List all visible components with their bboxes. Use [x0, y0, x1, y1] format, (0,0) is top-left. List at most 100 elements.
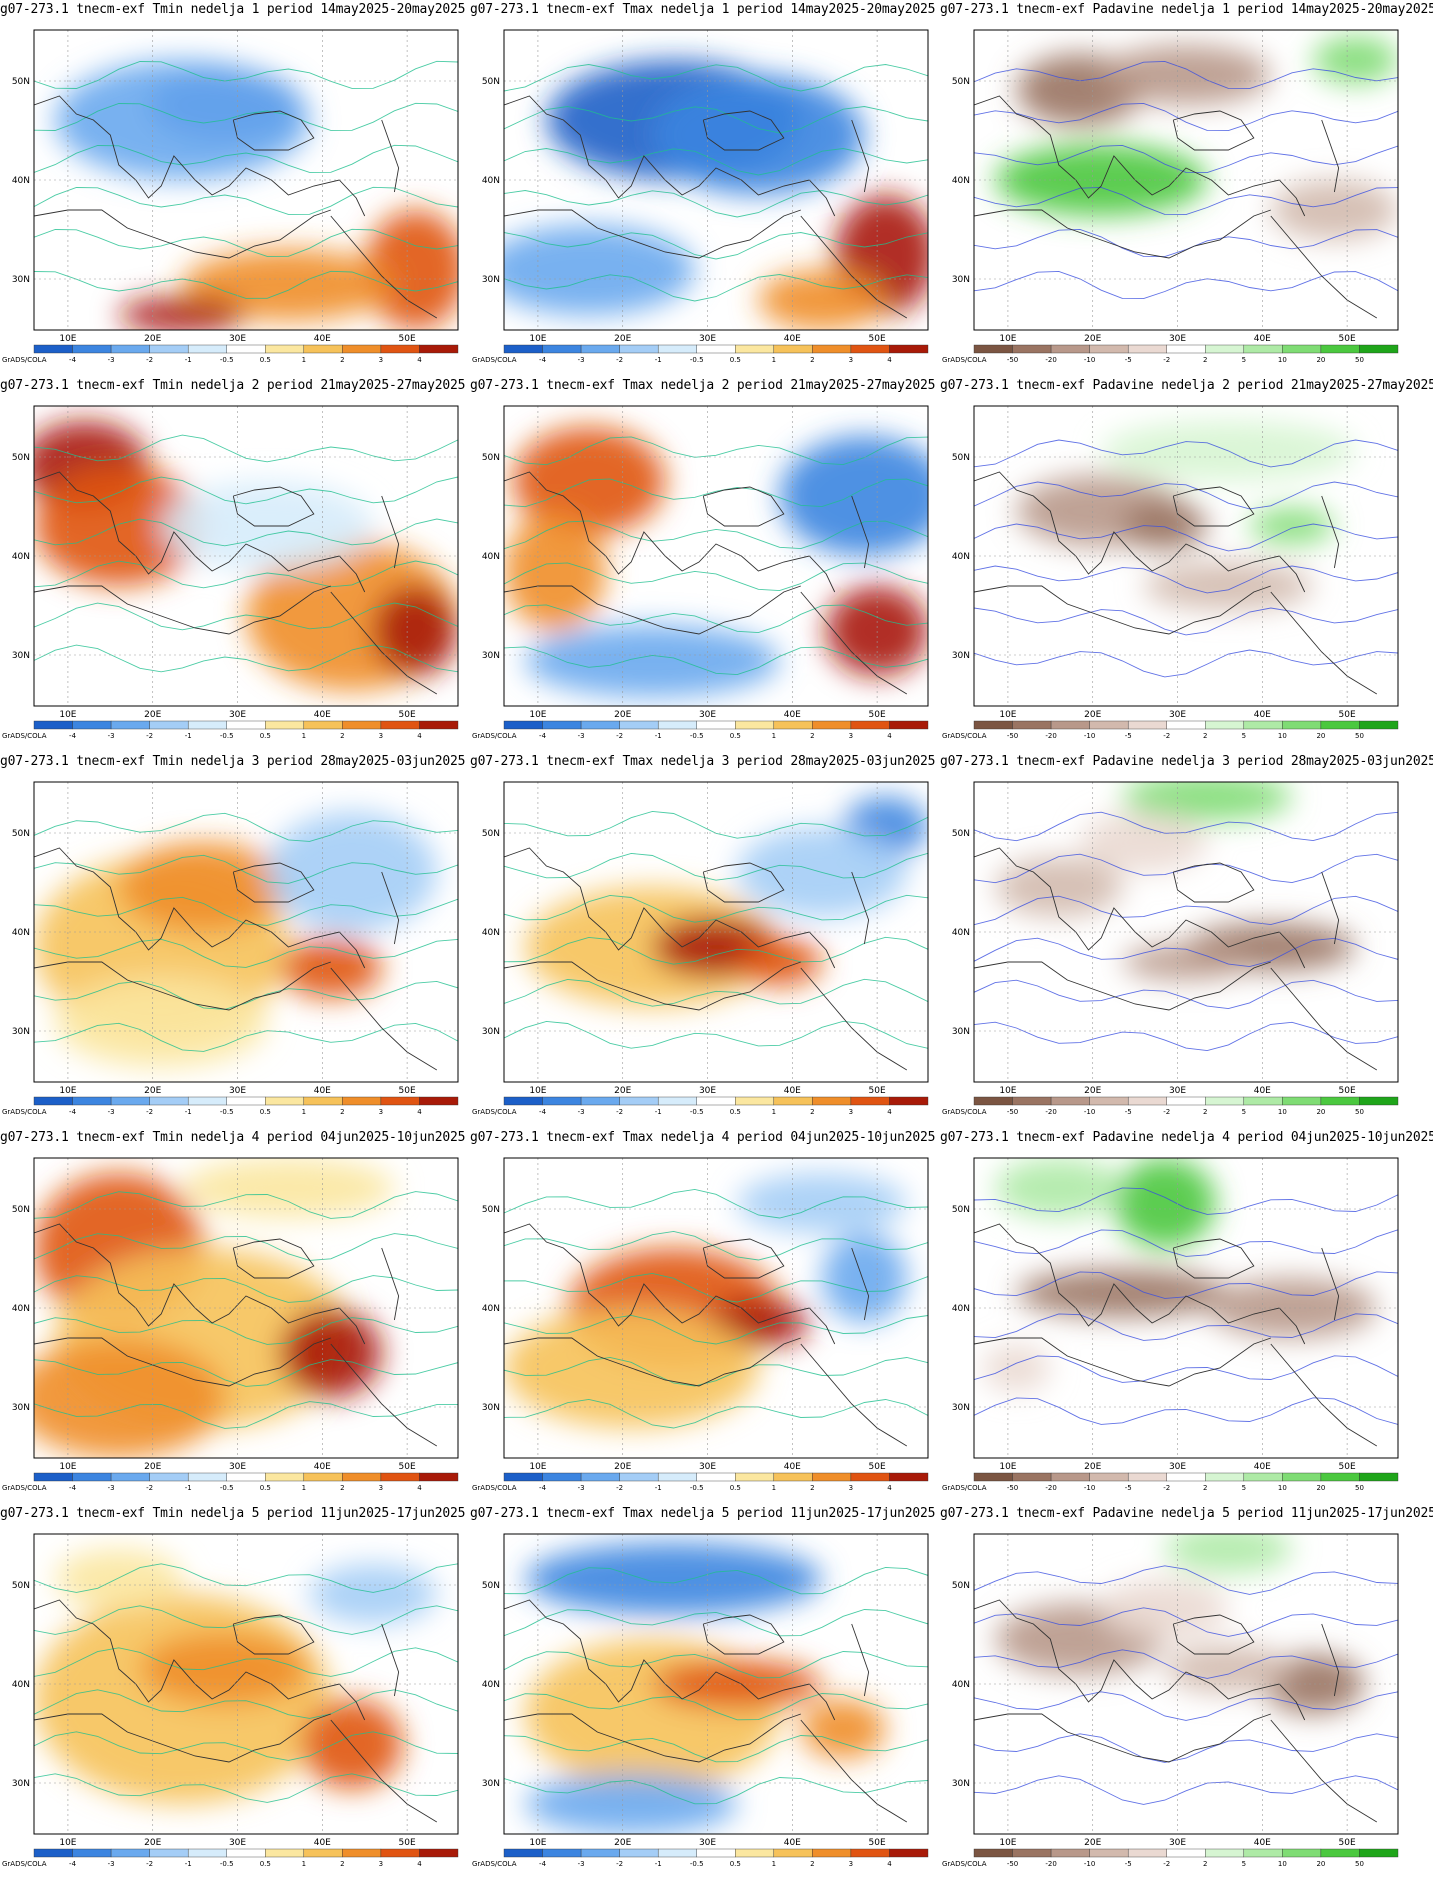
- map-panel: g07-273.1 tnecm-exf Padavine nedelja 4 p…: [940, 1128, 1433, 1504]
- contour-line: [504, 232, 928, 260]
- coastline: [851, 871, 870, 945]
- lon-label: 40E: [314, 710, 331, 720]
- lon-label: 40E: [784, 1462, 801, 1472]
- colorbar-label: 5: [1242, 732, 1246, 740]
- map-frame: [33, 1157, 459, 1459]
- lat-label: 40N: [952, 552, 970, 562]
- contour-line: [974, 649, 1398, 678]
- colorbar-label: -0.5: [690, 356, 704, 364]
- map-panel: g07-273.1 tnecm-exf Tmax nedelja 4 perio…: [470, 1128, 942, 1504]
- contour-line: [34, 60, 458, 89]
- coastline: [974, 209, 1271, 259]
- contour-line: [504, 1188, 928, 1219]
- colorbar-swatch: [265, 1096, 305, 1106]
- contour-line: [974, 439, 1398, 468]
- coastline: [1172, 110, 1255, 151]
- colorbar-swatch: [773, 720, 813, 730]
- coastline: [232, 862, 315, 903]
- colorbar-swatch: [342, 720, 382, 730]
- anomaly-blob: [1080, 812, 1208, 872]
- anomaly-blob: [995, 144, 1208, 216]
- colorbar-label: -1: [655, 356, 662, 364]
- colorbar-swatch: [1127, 1848, 1167, 1858]
- map-panel: g07-273.1 tnecm-exf Tmax nedelja 3 perio…: [470, 752, 942, 1128]
- lat-label: 50N: [12, 1581, 30, 1591]
- colorbar-swatch: [226, 1096, 266, 1106]
- colorbar-label: 2: [810, 356, 814, 364]
- colorbar-label: -1: [655, 732, 662, 740]
- anomaly-field: [974, 406, 1398, 706]
- colorbar-swatch: [110, 344, 150, 354]
- lon-label: 50E: [399, 1838, 416, 1848]
- coastline: [1321, 1623, 1340, 1697]
- coastline: [702, 1238, 785, 1279]
- lon-label: 50E: [869, 1838, 886, 1848]
- colorbar-label: -0.5: [220, 1860, 234, 1868]
- lat-label: 30N: [952, 275, 970, 285]
- contour-line: [34, 854, 458, 884]
- colorbar-swatch: [773, 1848, 813, 1858]
- colorbar-swatch: [619, 1848, 659, 1858]
- credit-label: GrADS/COLA: [942, 1108, 987, 1116]
- anomaly-map: 50N 40N 30N 10E 20E 30E 40E 50E -4 -3 -2 -1 -0.5 0.5 1…: [2, 29, 459, 364]
- anomaly-blob: [758, 270, 886, 330]
- anomaly-blob: [512, 427, 666, 535]
- anomaly-field: [504, 406, 928, 706]
- colorbar-label: -2: [616, 1108, 623, 1116]
- anomaly-field: [34, 30, 458, 330]
- colorbar-swatch: [419, 1472, 459, 1482]
- anomaly-blob: [504, 225, 695, 315]
- colorbar-swatch: [226, 1848, 266, 1858]
- credit-label: GrADS/COLA: [472, 1860, 517, 1868]
- colorbar-label: 50: [1355, 356, 1364, 364]
- coastline: [800, 967, 908, 1071]
- anomaly-field: [504, 782, 928, 1082]
- coastline: [330, 1719, 438, 1823]
- anomaly-map: 50N 40N 30N 10E 20E 30E 40E 50E -4 -3 -2 -1 -0.5 0.5 1…: [472, 405, 929, 740]
- colorbar-swatch: [1127, 1096, 1167, 1106]
- anomaly-map: 50N 40N 30N 10E 20E 30E 40E 50E -4 -3 -2 -1 -0.5 0.5 1…: [472, 1533, 929, 1868]
- coastline: [381, 871, 400, 945]
- colorbar-swatch: [619, 720, 659, 730]
- panel-title: g07-273.1 tnecm-exf Tmax nedelja 4 perio…: [470, 1130, 936, 1145]
- colorbar-swatch: [419, 1848, 459, 1858]
- coastline: [974, 585, 1271, 635]
- colorbar-swatch: [1050, 344, 1090, 354]
- colorbar-swatch: [1243, 1848, 1283, 1858]
- colorbar-label: 10: [1278, 732, 1287, 740]
- lon-label: 50E: [399, 1462, 416, 1472]
- colorbar-swatch: [503, 344, 543, 354]
- anomaly-map: 50N 40N 30N 10E 20E 30E 40E 50E -50 -20 -10 -5 -2 2 5 1…: [942, 1157, 1399, 1492]
- contour-line: [504, 852, 928, 881]
- contour-line: [974, 895, 1398, 926]
- colorbar-label: 2: [340, 1108, 344, 1116]
- lon-label: 10E: [529, 1086, 546, 1096]
- lat-label: 50N: [482, 77, 500, 87]
- lon-label: 10E: [999, 1838, 1016, 1848]
- contour-line: [34, 560, 458, 589]
- credit-label: GrADS/COLA: [942, 732, 987, 740]
- colorbar-swatch: [187, 1096, 227, 1106]
- coastline: [232, 486, 315, 527]
- coastline: [1172, 1614, 1255, 1655]
- contour-line: [504, 936, 928, 965]
- colorbar-label: 1: [772, 732, 776, 740]
- colorbar-swatch: [110, 1848, 150, 1858]
- colorbar-label: -4: [539, 356, 547, 364]
- lon-label: 50E: [1339, 710, 1356, 720]
- coastline: [1321, 1247, 1340, 1321]
- colorbar-swatch: [1320, 1472, 1360, 1482]
- lat-label: 30N: [12, 275, 30, 285]
- colorbar-swatch: [542, 720, 582, 730]
- colorbar-label: 1: [772, 1108, 776, 1116]
- coastline: [330, 215, 438, 319]
- contour-line: [974, 1607, 1398, 1637]
- colorbar-swatch: [1012, 1472, 1052, 1482]
- map-panel: g07-273.1 tnecm-exf Padavine nedelja 5 p…: [940, 1504, 1433, 1880]
- anomaly-blob: [182, 1158, 395, 1218]
- anomaly-blob: [779, 436, 928, 556]
- lon-label: 30E: [699, 1086, 716, 1096]
- anomaly-map: 50N 40N 30N 10E 20E 30E 40E 50E -4 -3 -2 -1 -0.5 0.5 1…: [2, 781, 459, 1116]
- anomaly-field: [504, 1534, 928, 1834]
- lat-label: 50N: [482, 453, 500, 463]
